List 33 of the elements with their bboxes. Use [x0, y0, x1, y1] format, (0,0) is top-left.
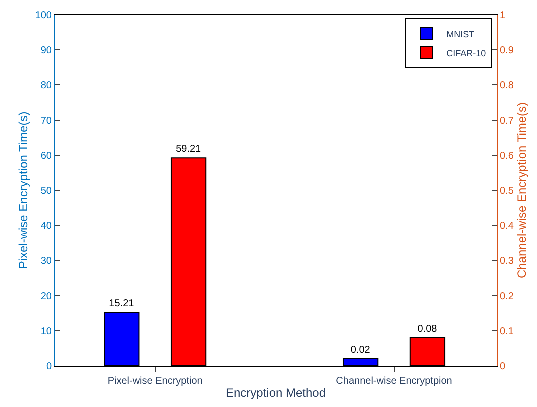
- data-label: 0.02: [350, 344, 371, 356]
- y2-tick-label: 0.8: [500, 80, 514, 92]
- y2-tick-label: 0.4: [500, 221, 514, 232]
- data-label: 15.21: [109, 298, 135, 310]
- legend-label: CIFAR-10: [446, 48, 486, 59]
- y-tick-label: 20: [40, 291, 52, 302]
- y-tick-label: 100: [35, 10, 52, 22]
- y-tick-label: 0: [46, 362, 52, 372]
- y2-axis-title: Channel-wise Encryption Time(s): [515, 102, 530, 279]
- y2-tick-label: 0.5: [500, 186, 514, 197]
- y2-tick-label: 1: [500, 10, 506, 22]
- data-label: 0.08: [418, 324, 438, 335]
- y2-tick-label: 0.9: [500, 46, 514, 57]
- x-axis-title: Encryption Method: [226, 386, 326, 400]
- y2-tick-label: 0.7: [500, 116, 514, 127]
- data-label: 59.21: [176, 144, 202, 156]
- y2-tick-label: 0: [500, 362, 506, 372]
- y-tick-label: 70: [40, 116, 52, 127]
- y2-tick-label: 0.3: [500, 256, 514, 268]
- y-tick-label: 80: [40, 80, 52, 92]
- x-tick-label: Channel-wise Encryptpion: [336, 376, 452, 387]
- y-axis-title: Pixel-wise Encryption Time(s): [16, 112, 31, 270]
- y-tick-label: 60: [40, 150, 52, 162]
- y-tick-label: 10: [40, 326, 52, 338]
- x-tick-label: Pixel-wise Encryption: [108, 376, 203, 387]
- y-tick-label: 30: [40, 256, 52, 268]
- y2-tick-label: 0.6: [500, 150, 514, 162]
- y-tick-label: 90: [40, 46, 52, 57]
- legend-label: MNIST: [446, 30, 476, 40]
- y2-tick-label: 0.2: [500, 291, 514, 302]
- y-tick-label: 50: [40, 186, 52, 197]
- y-tick-label: 40: [40, 221, 52, 232]
- y2-tick-label: 0.1: [500, 326, 514, 338]
